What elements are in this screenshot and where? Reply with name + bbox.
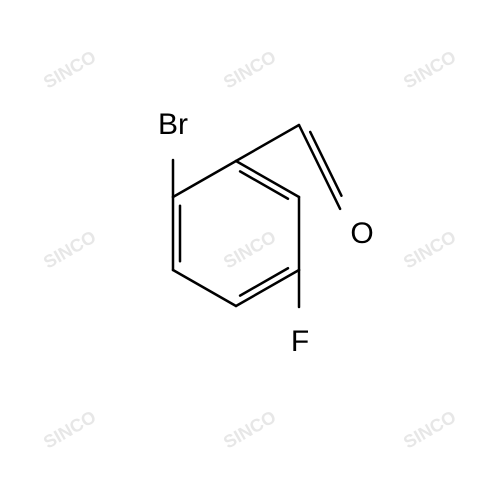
atom-label-br: Br — [158, 108, 188, 142]
atom-label-o: O — [350, 217, 373, 251]
atom-label-f: F — [291, 325, 309, 359]
molecule-structure — [0, 0, 500, 500]
